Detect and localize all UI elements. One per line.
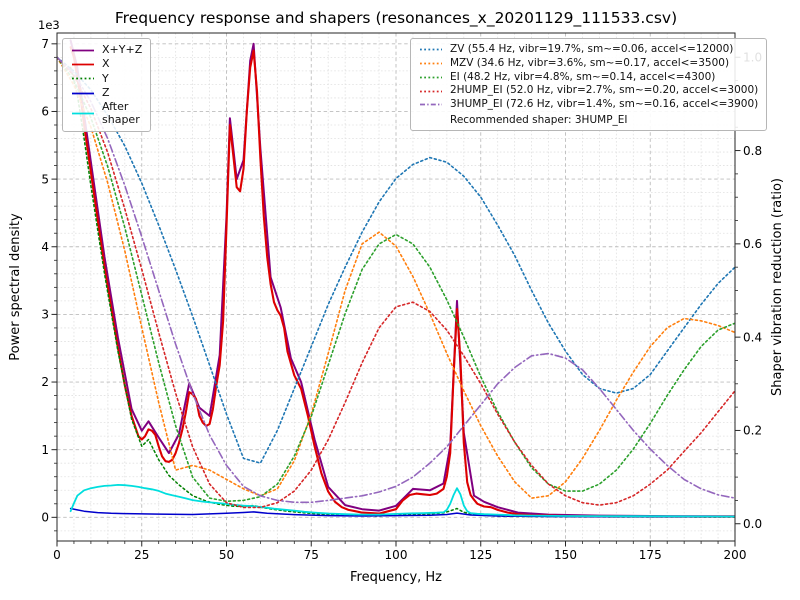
legend-psd: X+Y+Z X Y Z After shaper xyxy=(62,38,152,132)
x-tick-label: 50 xyxy=(219,548,234,562)
axis-multiplier: 1e3 xyxy=(38,18,60,32)
y-right-tick-label: 0.8 xyxy=(743,144,762,158)
y-right-tick-label: 0.4 xyxy=(743,330,762,344)
series-mzv xyxy=(57,56,735,499)
x-tick-label: 100 xyxy=(385,548,408,562)
legend-label: 3HUMP_EI (72.6 Hz, vibr=1.4%, sm~=0.16, … xyxy=(450,98,759,110)
chart-title: Frequency response and shapers (resonanc… xyxy=(114,9,678,27)
series-z xyxy=(69,507,735,518)
legend-item-zv: ZV (55.4 Hz, vibr=19.7%, sm~=0.06, accel… xyxy=(419,43,758,57)
axis-tick-labels: 0 25 50 75 100 125 150 175 200 0 1 2 3 4 5 6 7 0.0 0.2 0.4 0… xyxy=(41,37,762,562)
legend-item-ei: EI (48.2 Hz, vibr=4.8%, sm~=0.14, accel<… xyxy=(419,71,758,85)
legend-label: X+Y+Z xyxy=(102,43,143,56)
legend-label: 2HUMP_EI (52.0 Hz, vibr=2.7%, sm~=0.20, … xyxy=(450,84,759,97)
x-tick-label: 175 xyxy=(639,548,662,562)
psd-series xyxy=(69,39,735,518)
x-tick-label: 200 xyxy=(724,548,747,562)
shaper-series xyxy=(57,56,735,509)
y-left-tick-label: 4 xyxy=(41,240,49,254)
legend-label: MZV (34.6 Hz, vibr=3.6%, sm~=0.17, accel… xyxy=(450,56,730,69)
z-line-sample-icon xyxy=(72,92,94,94)
axis-ticks xyxy=(51,43,741,547)
legend-label: After shaper xyxy=(102,100,140,126)
y-left-tick-label: 0 xyxy=(41,511,49,525)
x-tick-label: 75 xyxy=(304,548,319,562)
mzv-line-sample-icon xyxy=(420,62,442,65)
y-right-tick-label: 0.2 xyxy=(743,424,762,438)
legend-item-x-y-z: X+Y+Z xyxy=(71,43,142,57)
legend-label: EI (48.2 Hz, vibr=4.8%, sm~=0.14, accel<… xyxy=(450,70,716,83)
series-ei xyxy=(57,56,735,503)
y-axis-label-left: Power spectral density xyxy=(8,213,23,361)
ei-line-sample-icon xyxy=(420,76,442,79)
x-axis-label: Frequency, Hz xyxy=(349,570,443,585)
y-left-tick-label: 1 xyxy=(41,443,49,457)
zv-line-sample-icon xyxy=(420,48,442,51)
legend-label: ZV (55.4 Hz, vibr=19.7%, sm~=0.06, accel… xyxy=(450,43,734,55)
y-right-tick-label: 0.6 xyxy=(743,237,762,251)
y-line-sample-icon xyxy=(72,77,94,80)
legend-item-3hump-ei: 3HUMP_EI (72.6 Hz, vibr=1.4%, sm~=0.16, … xyxy=(419,98,758,112)
legend-item-2hump-ei: 2HUMP_EI (52.0 Hz, vibr=2.7%, sm~=0.20, … xyxy=(419,84,758,98)
y-left-tick-label: 5 xyxy=(41,172,49,186)
x-tick-label: 0 xyxy=(53,548,61,562)
y-right-tick-label: 0.0 xyxy=(743,517,762,531)
x-tick-label: 25 xyxy=(134,548,149,562)
y-left-tick-label: 6 xyxy=(41,105,49,119)
x-y-z-line-sample-icon xyxy=(72,49,94,52)
legend-shapers: ZV (55.4 Hz, vibr=19.7%, sm~=0.06, accel… xyxy=(410,38,768,132)
x-line-sample-icon xyxy=(72,63,94,66)
after-shaper-line-sample-icon xyxy=(72,112,94,115)
legend-label: X xyxy=(102,57,110,71)
series-3hump-ei xyxy=(57,56,735,504)
x-tick-label: 125 xyxy=(469,548,492,562)
legend-item-after-shaper: After shaper xyxy=(71,100,142,127)
y-left-tick-label: 7 xyxy=(41,37,49,51)
y-left-tick-label: 3 xyxy=(41,308,49,322)
series-x xyxy=(69,46,735,518)
y-left-tick-label: 2 xyxy=(41,375,49,389)
legend-item-x: X xyxy=(71,57,142,71)
2hump-ei-line-sample-icon xyxy=(420,90,442,93)
legend-item-mzv: MZV (34.6 Hz, vibr=3.6%, sm~=0.17, accel… xyxy=(419,57,758,71)
x-tick-label: 150 xyxy=(554,548,577,562)
series-after-shaper xyxy=(69,484,735,518)
series-2hump-ei xyxy=(57,56,735,509)
legend-item-y: Y xyxy=(71,72,142,86)
3hump-ei-line-sample-icon xyxy=(420,103,442,106)
recommended-shaper-label: Recommended shaper: 3HUMP_EI xyxy=(450,113,628,126)
legend-label: Y xyxy=(102,71,109,85)
y-axis-label-right: Shaper vibration reduction (ratio) xyxy=(770,178,785,396)
legend-item-z: Z xyxy=(71,86,142,100)
legend-label: Z xyxy=(102,85,110,99)
